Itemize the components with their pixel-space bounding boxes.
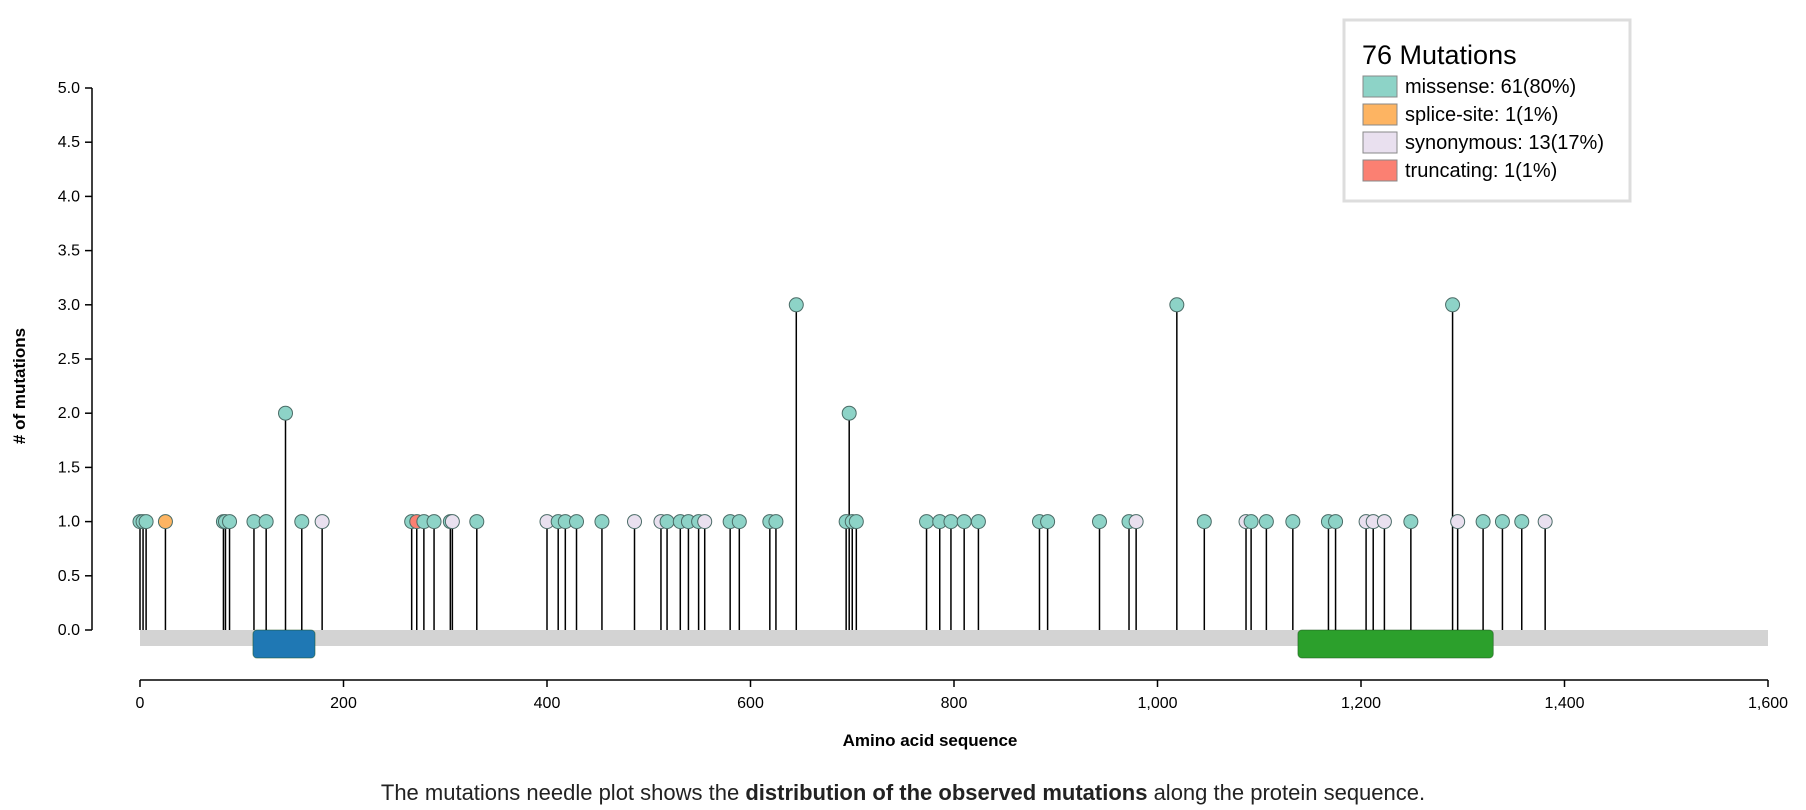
legend-swatch [1362,159,1398,182]
mutation-head-missense [1196,514,1212,530]
x-tick-label: 600 [737,695,764,712]
protein-bar [140,630,1768,646]
y-tick-label: 2.5 [58,351,80,368]
mutation-head-missense [970,514,986,530]
mutation-head-missense [788,297,804,313]
mutation-head-synonymous [1450,514,1466,530]
mutation-head-synonymous [1376,514,1392,530]
mutation-head-missense [1403,514,1419,530]
mutation-head-missense [1328,514,1344,530]
needles [132,297,1553,630]
mutation-head-missense [1258,514,1274,530]
y-tick-label: 4.0 [58,188,80,205]
legend-swatch [1362,103,1398,126]
legend-label: missense: 61(80%) [1405,76,1576,98]
mutation-head-missense [1243,514,1259,530]
mutation-head-synonymous [444,514,460,530]
y-tick-label: 4.5 [58,134,80,151]
mutation-head-missense [1092,514,1108,530]
mutation-head-missense [1285,514,1301,530]
protein-track [140,629,1768,659]
mutation-head-missense [278,405,294,421]
mutation-head-missense [469,514,485,530]
legend-swatch [1362,75,1398,98]
mutation-head-missense [848,514,864,530]
mutation-head-missense [222,514,238,530]
y-axis-label: # of mutations [10,328,29,444]
mutation-head-missense [841,405,857,421]
x-tick-label: 0 [136,695,145,712]
mutation-head-missense [659,514,675,530]
mutation-head-synonymous [627,514,643,530]
y-tick-label: 0.5 [58,568,80,585]
mutation-head-missense [138,514,154,530]
legend-title: 76 Mutations [1362,40,1517,70]
mutation-head-synonymous [1537,514,1553,530]
x-tick-label: 800 [941,695,968,712]
mutation-head-missense [594,514,610,530]
y-axis: 0.0 0.5 1.0 1.5 2.0 2.5 3.0 3.5 4.0 4.5 5.0 [58,80,93,639]
mutation-head-missense [943,514,959,530]
x-tick-label: 400 [534,695,561,712]
y-tick-label: 3.5 [58,243,80,260]
legend-label: splice-site: 1(1%) [1405,104,1558,126]
mutation-head-missense [1514,514,1530,530]
x-tick-label: 200 [330,695,357,712]
mutation-head-missense [1494,514,1510,530]
y-tick-label: 0.0 [58,622,80,639]
mutation-head-missense [1475,514,1491,530]
x-axis-label: Amino acid sequence [843,731,1018,750]
caption-text-end: along the protein sequence. [1147,780,1426,805]
mutation-head-missense [1040,514,1056,530]
mutation-head-missense [569,514,585,530]
mutation-head-missense [956,514,972,530]
y-tick-label: 3.0 [58,297,80,314]
chart-caption: The mutations needle plot shows the dist… [0,780,1806,806]
mutation-head-missense [1169,297,1185,313]
y-tick-label: 1.0 [58,514,80,531]
mutation-head-missense [258,514,274,530]
legend-label: truncating: 1(1%) [1405,160,1557,182]
mutation-head-splice-site [157,514,173,530]
mutation-head-synonymous [697,514,713,530]
mutation-head-missense [294,514,310,530]
mutation-head-missense [426,514,442,530]
mutation-head-missense [919,514,935,530]
x-tick-label: 1,200 [1341,695,1381,712]
y-tick-label: 2.0 [58,405,80,422]
mutation-head-missense [731,514,747,530]
y-tick-label: 1.5 [58,459,80,476]
mutation-head-synonymous [314,514,330,530]
x-tick-label: 1,000 [1137,695,1177,712]
mutation-head-missense [1445,297,1461,313]
mutation-head-synonymous [1128,514,1144,530]
protein-domain [1297,629,1494,659]
legend-swatch [1362,131,1398,154]
mutation-head-missense [768,514,784,530]
legend-label: synonymous: 13(17%) [1405,132,1604,154]
x-tick-label: 1,400 [1544,695,1584,712]
y-tick-label: 5.0 [58,80,80,97]
caption-text-bold: distribution of the observed mutations [745,780,1148,805]
caption-text-start: The mutations needle plot shows the [380,780,746,805]
legend: 76 Mutations missense: 61(80%) splice-sit… [1342,18,1632,203]
x-axis: 0 200 400 600 800 1,000 1,200 1,400 1,600 [136,679,1788,712]
x-tick-label: 1,600 [1748,695,1788,712]
protein-domain [252,629,316,659]
needle-plot: 0.0 0.5 1.0 1.5 2.0 2.5 3.0 3.5 4.0 4.5 5.0 0 200 40… [10,18,1788,750]
